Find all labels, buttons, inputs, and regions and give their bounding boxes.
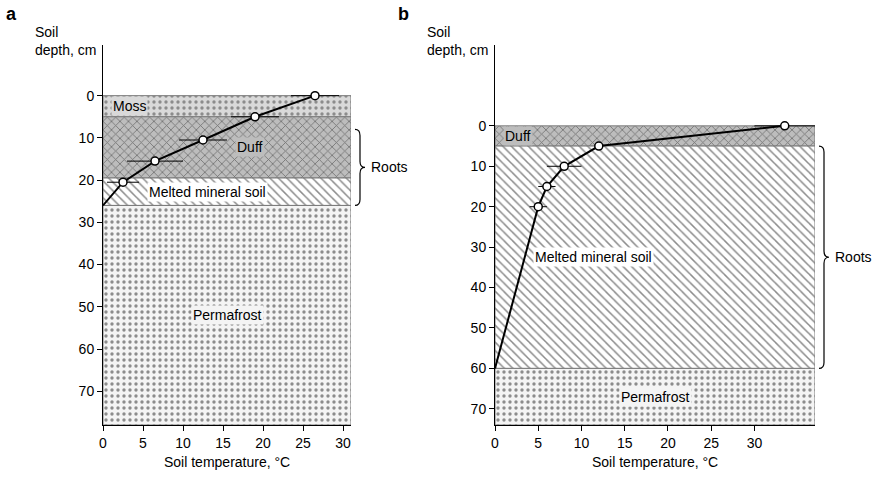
svg-text:50: 50 <box>471 320 487 336</box>
svg-text:Duff: Duff <box>505 128 531 144</box>
svg-text:a: a <box>6 4 17 24</box>
svg-text:10: 10 <box>574 435 590 451</box>
svg-text:Duff: Duff <box>237 139 263 155</box>
svg-text:20: 20 <box>471 199 487 215</box>
svg-text:Permafrost: Permafrost <box>193 307 262 323</box>
svg-text:60: 60 <box>79 341 95 357</box>
svg-text:70: 70 <box>471 401 487 417</box>
svg-text:25: 25 <box>295 435 311 451</box>
svg-text:20: 20 <box>255 435 271 451</box>
svg-text:30: 30 <box>79 214 95 230</box>
svg-text:Roots: Roots <box>371 159 408 175</box>
svg-text:Soil temperature, °C: Soil temperature, °C <box>592 454 718 470</box>
svg-text:0: 0 <box>99 435 107 451</box>
svg-text:10: 10 <box>79 130 95 146</box>
svg-text:10: 10 <box>471 158 487 174</box>
svg-text:30: 30 <box>335 435 351 451</box>
svg-text:25: 25 <box>703 435 719 451</box>
svg-text:5: 5 <box>534 435 542 451</box>
svg-text:20: 20 <box>79 172 95 188</box>
svg-text:40: 40 <box>471 279 487 295</box>
svg-text:Soildepth, cm: Soildepth, cm <box>427 24 488 58</box>
svg-text:Melted mineral soil: Melted mineral soil <box>149 184 266 200</box>
svg-text:0: 0 <box>491 435 499 451</box>
svg-text:Roots: Roots <box>835 249 872 265</box>
svg-text:5: 5 <box>139 435 147 451</box>
svg-text:40: 40 <box>79 256 95 272</box>
svg-text:30: 30 <box>747 435 763 451</box>
svg-text:Soil temperature, °C: Soil temperature, °C <box>164 454 290 470</box>
svg-text:Moss: Moss <box>113 98 146 114</box>
svg-text:50: 50 <box>79 299 95 315</box>
svg-text:60: 60 <box>471 360 487 376</box>
svg-text:15: 15 <box>215 435 231 451</box>
svg-text:15: 15 <box>617 435 633 451</box>
svg-text:20: 20 <box>660 435 676 451</box>
svg-text:0: 0 <box>478 118 486 134</box>
svg-text:70: 70 <box>79 383 95 399</box>
svg-text:10: 10 <box>175 435 191 451</box>
svg-text:30: 30 <box>471 239 487 255</box>
svg-text:Melted mineral soil: Melted mineral soil <box>535 249 652 265</box>
svg-text:b: b <box>398 4 409 24</box>
svg-text:Permafrost: Permafrost <box>621 389 690 405</box>
svg-text:0: 0 <box>86 88 94 104</box>
svg-text:Soildepth, cm: Soildepth, cm <box>35 24 96 58</box>
